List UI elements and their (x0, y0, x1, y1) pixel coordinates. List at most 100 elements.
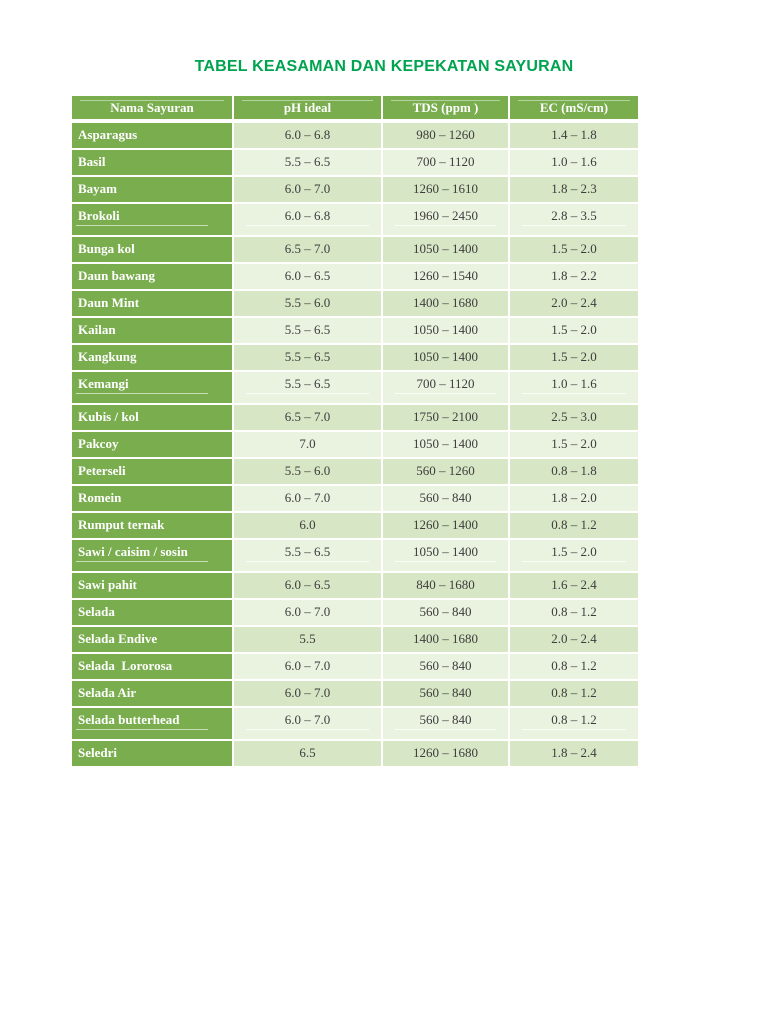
vegetable-name-cell: Daun Mint (72, 291, 232, 316)
ec-cell: 1.8 – 2.2 (510, 264, 638, 289)
vegetable-name-cell: Bayam (72, 177, 232, 202)
ph-ideal-cell: 6.5 (234, 741, 381, 766)
ec-cell: 1.8 – 2.0 (510, 486, 638, 511)
table-row: Selada Endive 5.5 1400 – 1680 2.0 – 2.4 (72, 627, 640, 652)
ph-ideal-cell: 6.0 – 6.8 (234, 123, 381, 148)
ph-ideal-cell: 5.5 – 6.5 (234, 318, 381, 343)
header-nama-sayuran: Nama Sayuran (72, 96, 232, 119)
table-row: Basil 5.5 – 6.5 700 – 1120 1.0 – 1.6 (72, 150, 640, 175)
tds-cell: 700 – 1120 (383, 150, 508, 175)
ph-ideal-cell: 6.5 – 7.0 (234, 237, 381, 262)
ec-cell: 1.6 – 2.4 (510, 573, 638, 598)
header-ec-ms-cm: EC (mS/cm) (510, 96, 638, 119)
ec-cell: 0.8 – 1.2 (510, 681, 638, 706)
tds-cell: 1260 – 1400 (383, 513, 508, 538)
tds-cell: 560 – 840 (383, 654, 508, 679)
vegetable-name-cell: Pakcoy (72, 432, 232, 457)
vegetable-name-cell: Selada Air (72, 681, 232, 706)
vegetable-name-cell: Rumput ternak (72, 513, 232, 538)
table-row: Brokoli 6.0 – 6.8 1960 – 2450 2.8 – 3.5 (72, 204, 640, 235)
ph-ideal-cell: 5.5 – 6.5 (234, 540, 381, 571)
table-row: Rumput ternak 6.0 1260 – 1400 0.8 – 1.2 (72, 513, 640, 538)
table-row: Sawi pahit 6.0 – 6.5 840 – 1680 1.6 – 2.… (72, 573, 640, 598)
table-header-row: Nama Sayuran pH ideal TDS (ppm ) EC (mS/… (72, 96, 640, 119)
ec-cell: 2.0 – 2.4 (510, 291, 638, 316)
table-body: Asparagus 6.0 – 6.8 980 – 1260 1.4 – 1.8… (72, 123, 640, 766)
ec-cell: 0.8 – 1.2 (510, 708, 638, 739)
vegetable-name-cell: Sawi / caisim / sosin (72, 540, 232, 571)
tds-cell: 1960 – 2450 (383, 204, 508, 235)
ec-cell: 1.0 – 1.6 (510, 150, 638, 175)
vegetable-name-cell: Selada Lororosa (72, 654, 232, 679)
ec-cell: 1.0 – 1.6 (510, 372, 638, 403)
page-title: TABEL KEASAMAN DAN KEPEKATAN SAYURAN (194, 58, 574, 75)
ec-cell: 1.4 – 1.8 (510, 123, 638, 148)
ph-ideal-cell: 6.0 – 7.0 (234, 177, 381, 202)
table-row: Peterseli 5.5 – 6.0 560 – 1260 0.8 – 1.8 (72, 459, 640, 484)
tds-cell: 980 – 1260 (383, 123, 508, 148)
ph-ideal-cell: 6.0 – 7.0 (234, 486, 381, 511)
table-row: Selada Lororosa 6.0 – 7.0 560 – 840 0.8 … (72, 654, 640, 679)
table-row: Daun bawang 6.0 – 6.5 1260 – 1540 1.8 – … (72, 264, 640, 289)
table-row: Kailan 5.5 – 6.5 1050 – 1400 1.5 – 2.0 (72, 318, 640, 343)
tds-cell: 560 – 840 (383, 681, 508, 706)
ph-ideal-cell: 6.0 (234, 513, 381, 538)
table-row: Selada Air 6.0 – 7.0 560 – 840 0.8 – 1.2 (72, 681, 640, 706)
ec-cell: 0.8 – 1.2 (510, 600, 638, 625)
vegetable-name-cell: Selada (72, 600, 232, 625)
table-row: Seledri 6.5 1260 – 1680 1.8 – 2.4 (72, 741, 640, 766)
ec-cell: 0.8 – 1.8 (510, 459, 638, 484)
ph-ideal-cell: 6.0 – 7.0 (234, 708, 381, 739)
vegetable-name-cell: Selada butterhead (72, 708, 232, 739)
tds-cell: 1050 – 1400 (383, 237, 508, 262)
vegetable-name-cell: Seledri (72, 741, 232, 766)
ec-cell: 1.5 – 2.0 (510, 237, 638, 262)
ec-cell: 1.8 – 2.4 (510, 741, 638, 766)
tds-cell: 560 – 840 (383, 708, 508, 739)
ph-ideal-cell: 5.5 (234, 627, 381, 652)
header-tds-ppm: TDS (ppm ) (383, 96, 508, 119)
header-ph-ideal: pH ideal (234, 96, 381, 119)
vegetable-name-cell: Kubis / kol (72, 405, 232, 430)
vegetable-name-cell: Brokoli (72, 204, 232, 235)
vegetable-name-cell: Sawi pahit (72, 573, 232, 598)
tds-cell: 1050 – 1400 (383, 432, 508, 457)
ec-cell: 2.0 – 2.4 (510, 627, 638, 652)
vegetable-name-cell: Daun bawang (72, 264, 232, 289)
vegetable-name-cell: Romein (72, 486, 232, 511)
table-row: Kangkung 5.5 – 6.5 1050 – 1400 1.5 – 2.0 (72, 345, 640, 370)
ph-ideal-cell: 6.0 – 7.0 (234, 600, 381, 625)
table-row: Selada butterhead 6.0 – 7.0 560 – 840 0.… (72, 708, 640, 739)
ph-ideal-cell: 6.5 – 7.0 (234, 405, 381, 430)
ec-cell: 1.5 – 2.0 (510, 345, 638, 370)
tds-cell: 560 – 840 (383, 486, 508, 511)
ec-cell: 1.8 – 2.3 (510, 177, 638, 202)
tds-cell: 1050 – 1400 (383, 345, 508, 370)
vegetable-name-cell: Peterseli (72, 459, 232, 484)
ph-ideal-cell: 6.0 – 6.5 (234, 264, 381, 289)
ec-cell: 2.8 – 3.5 (510, 204, 638, 235)
ph-ideal-cell: 6.0 – 7.0 (234, 681, 381, 706)
table-row: Sawi / caisim / sosin 5.5 – 6.5 1050 – 1… (72, 540, 640, 571)
table-row: Kemangi 5.5 – 6.5 700 – 1120 1.0 – 1.6 (72, 372, 640, 403)
ec-cell: 1.5 – 2.0 (510, 432, 638, 457)
vegetable-name-cell: Kailan (72, 318, 232, 343)
ph-ideal-cell: 5.5 – 6.0 (234, 459, 381, 484)
tds-cell: 1260 – 1680 (383, 741, 508, 766)
tds-cell: 560 – 1260 (383, 459, 508, 484)
ph-ideal-cell: 5.5 – 6.5 (234, 150, 381, 175)
table-row: Romein 6.0 – 7.0 560 – 840 1.8 – 2.0 (72, 486, 640, 511)
ec-cell: 1.5 – 2.0 (510, 540, 638, 571)
vegetable-table: Nama Sayuran pH ideal TDS (ppm ) EC (mS/… (72, 96, 640, 766)
ph-ideal-cell: 6.0 – 6.5 (234, 573, 381, 598)
ph-ideal-cell: 6.0 – 7.0 (234, 654, 381, 679)
ec-cell: 1.5 – 2.0 (510, 318, 638, 343)
tds-cell: 1260 – 1610 (383, 177, 508, 202)
tds-cell: 1050 – 1400 (383, 540, 508, 571)
tds-cell: 700 – 1120 (383, 372, 508, 403)
vegetable-name-cell: Kemangi (72, 372, 232, 403)
table-row: Pakcoy 7.0 1050 – 1400 1.5 – 2.0 (72, 432, 640, 457)
table-row: Kubis / kol 6.5 – 7.0 1750 – 2100 2.5 – … (72, 405, 640, 430)
table-row: Bayam 6.0 – 7.0 1260 – 1610 1.8 – 2.3 (72, 177, 640, 202)
